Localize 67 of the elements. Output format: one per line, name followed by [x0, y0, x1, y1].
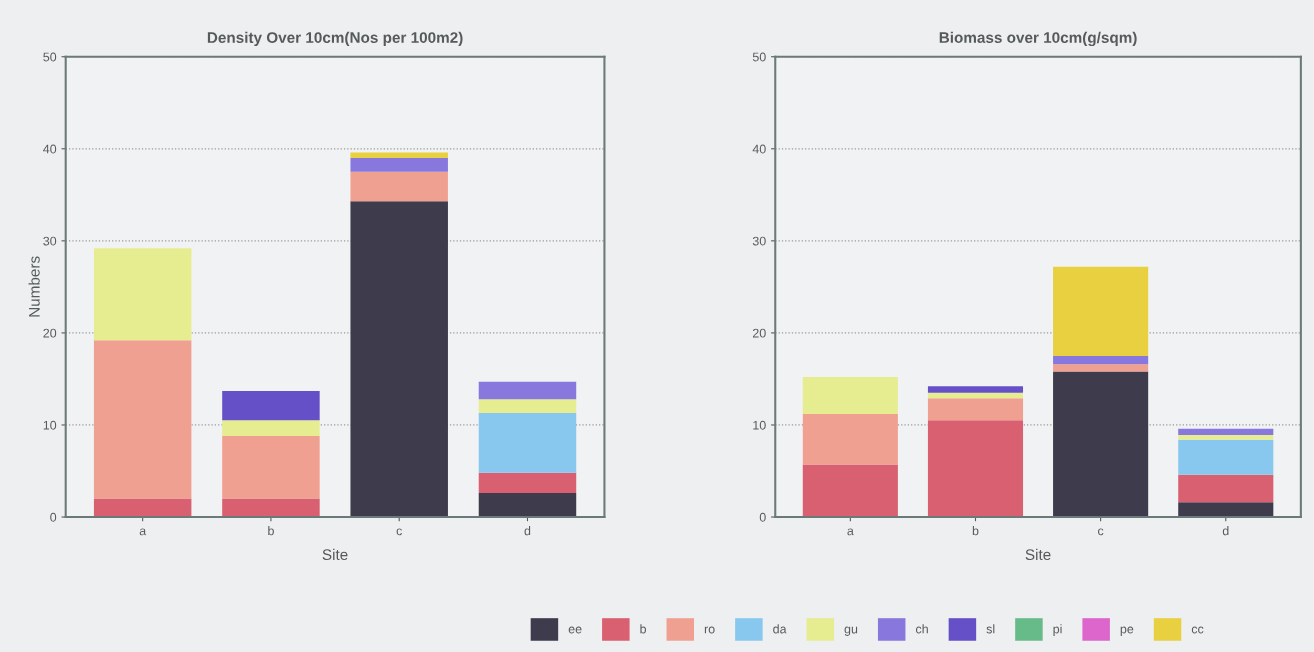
x-tick-label: a [139, 528, 147, 536]
bar [1053, 364, 1149, 372]
legend-label: da [773, 624, 787, 634]
bar [927, 398, 1024, 421]
chart-title: Biomass over 10cm(g/sqm) [939, 31, 1137, 47]
bar [802, 377, 898, 414]
bar [1178, 502, 1274, 518]
bar [478, 493, 577, 518]
x-tick-label: a [847, 528, 854, 536]
legend-label: b [640, 624, 646, 634]
y-tick-label: 0 [50, 512, 57, 522]
bar [222, 436, 320, 499]
legend-label: ro [704, 626, 715, 634]
legend-label: pi [1053, 624, 1062, 636]
bar [222, 420, 320, 437]
bar [1178, 474, 1274, 503]
y-tick-label: 40 [43, 144, 57, 154]
x-axis-title: Site [322, 548, 348, 561]
y-tick-label: 50 [752, 52, 766, 62]
bar [927, 386, 1024, 393]
bar [350, 201, 448, 518]
bar [478, 413, 577, 473]
x-tick-label: d [524, 526, 531, 536]
bar [927, 392, 1024, 399]
x-tick-label: c [396, 528, 402, 536]
bar [1178, 439, 1274, 475]
y-tick-label: 40 [752, 144, 766, 154]
bar [350, 157, 448, 172]
bar [927, 420, 1024, 518]
bar [478, 381, 577, 400]
legend-label: pe [1120, 626, 1134, 636]
legend-label: cc [1191, 626, 1204, 634]
bar [1053, 266, 1149, 356]
y-tick-label: 20 [43, 328, 57, 338]
y-tick-label: 30 [752, 236, 766, 246]
legend-label: ch [915, 624, 928, 634]
y-tick-label: 10 [753, 420, 766, 430]
y-tick-label: 30 [43, 236, 57, 246]
y-tick-label: 20 [752, 328, 766, 338]
bar [350, 171, 448, 202]
x-tick-label: d [1222, 526, 1229, 536]
x-tick-label: c [1098, 528, 1104, 536]
bar [93, 248, 192, 341]
bar [1178, 428, 1274, 436]
bar [222, 390, 320, 421]
y-axis-title: Numbers [28, 256, 40, 317]
bar [802, 464, 898, 518]
bar [478, 472, 577, 494]
y-tick-label: 50 [43, 52, 57, 62]
y-tick-label: 0 [759, 512, 766, 522]
legend-label: sl [986, 624, 995, 634]
bar [1053, 355, 1149, 365]
bar [222, 498, 320, 518]
x-tick-label: b [972, 526, 979, 536]
bar [802, 413, 898, 465]
bar [93, 498, 192, 518]
bar [478, 399, 577, 414]
bar [93, 340, 192, 499]
legend-label: ee [568, 626, 582, 634]
x-axis-title: Site [1025, 548, 1051, 561]
y-tick-label: 10 [43, 420, 57, 430]
bar [1178, 435, 1274, 440]
bar [350, 152, 448, 158]
legend-label: gu [844, 626, 858, 636]
x-tick-label: b [268, 526, 274, 536]
bar [1053, 371, 1149, 518]
chart-title: Density Over 10cm(Nos per 100m2) [207, 31, 463, 47]
